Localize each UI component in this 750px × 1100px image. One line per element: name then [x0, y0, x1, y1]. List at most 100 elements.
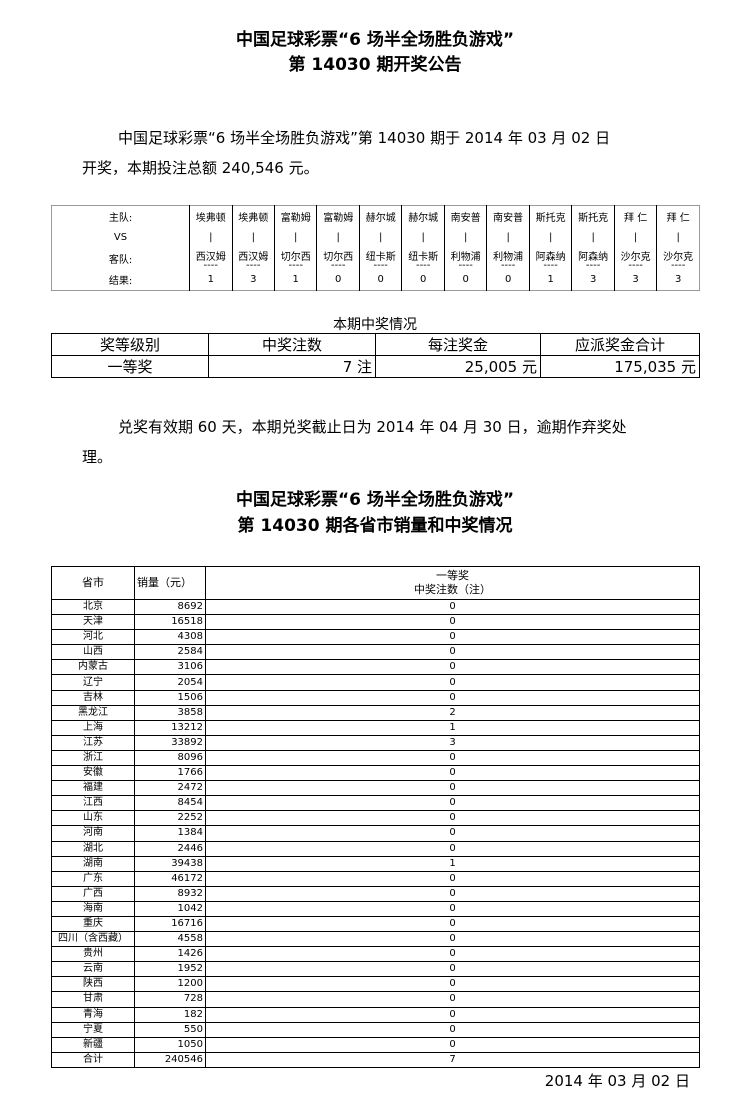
province-prize-count: 0: [205, 659, 700, 676]
province-prize-count: 0: [205, 991, 700, 1008]
province-sales: 728: [134, 991, 206, 1008]
province-prize-count: 3: [205, 734, 700, 751]
home-team: 拜 仁: [656, 205, 700, 227]
away-team: 利物浦 ----: [486, 248, 530, 271]
intro-line2: 开奖，本期投注总额 240,546 元。: [82, 159, 319, 177]
province-table: 省市 销量（元） 一等奖 中奖注数（注） 北京 8692 0 天津 16518 0 河北 430…: [51, 566, 700, 1068]
province-name: 云南: [51, 961, 135, 978]
vs-separator: |: [613, 227, 657, 248]
away-team: 西汉姆 ----: [231, 248, 275, 271]
away-team: 纽卡斯 ----: [401, 248, 445, 271]
away-team: 阿森纳 ----: [571, 248, 615, 271]
match-result: 0: [486, 269, 530, 291]
prize-header: 奖等级别: [51, 333, 209, 356]
dash: ----: [458, 260, 473, 271]
dash: ----: [670, 260, 686, 271]
dash: ----: [373, 260, 388, 271]
away-team-name: 利物浦: [493, 252, 524, 263]
province-sales: 2252: [134, 810, 206, 827]
province-name: 河南: [51, 825, 135, 842]
prize-header: 每注奖金: [375, 333, 541, 356]
province-sales: 16716: [134, 915, 206, 933]
match-result: 3: [571, 269, 615, 291]
province-prize-count: 7: [205, 1051, 700, 1068]
dash: ----: [246, 260, 261, 271]
match-result: 0: [316, 269, 360, 291]
away-team-name: 纽卡斯: [408, 252, 439, 263]
province-name: 山东: [51, 810, 135, 827]
province-row: 上海 13212 1: [51, 719, 700, 736]
home-team: 斯托克: [528, 205, 572, 227]
province-sales: 2054: [134, 674, 206, 691]
away-team-name: 沙尔克: [620, 252, 651, 263]
dash: ----: [628, 260, 643, 271]
province-sales: 1506: [134, 689, 206, 706]
province-prize-count: 0: [205, 885, 700, 902]
province-prize-count: 0: [205, 598, 700, 616]
province-sales: 39438: [134, 855, 206, 872]
province-sales: 33892: [134, 734, 206, 751]
province-row: 四川（含西藏） 4558 0: [51, 931, 700, 948]
province-sales: 2446: [134, 840, 206, 857]
vs-separator: |: [358, 227, 402, 248]
province-sales: 46172: [134, 870, 206, 887]
province-prize-count: 0: [205, 795, 700, 812]
province-row: 宁夏 550 0: [51, 1021, 700, 1038]
province-header-row: 省市 销量（元） 一等奖 中奖注数（注）: [51, 566, 700, 600]
province-row: 福建 2472 0: [51, 780, 700, 797]
match-label: 客队:: [108, 255, 133, 266]
match-row-result: 结果: 1 3 1 0 0 0 0 0 1 3 3 3: [52, 269, 700, 291]
province-name: 四川（含西藏）: [51, 931, 135, 948]
province-row: 浙江 8096 0: [51, 749, 700, 767]
notice-line1: 兑奖有效期 60 天，本期兑奖截止日为 2014 年 04 月 30 日，逾期作…: [118, 418, 627, 436]
province-sales: 1426: [134, 946, 206, 963]
match-result: 0: [401, 269, 445, 291]
province-sales: 16518: [134, 614, 206, 631]
prize-header-row: 奖等级别 中奖注数 每注奖金 应派奖金合计: [51, 333, 700, 356]
province-prize-count: 0: [205, 765, 700, 782]
province-row: 天津 16518 0: [51, 614, 700, 631]
match-result: 0: [358, 269, 402, 291]
header-sales: 销量（元）: [134, 566, 206, 600]
away-team: 沙尔克 ----: [656, 248, 700, 271]
province-prize-count: 0: [205, 629, 700, 646]
province-name: 河北: [51, 629, 135, 646]
away-team-name: 切尔西: [323, 252, 354, 263]
header-prize-count: 中奖注数（注）: [414, 583, 491, 596]
home-team: 赫尔城: [358, 205, 402, 227]
vs-separator: |: [189, 227, 233, 248]
match-result: 0: [443, 269, 487, 291]
dash: ----: [288, 260, 303, 271]
prize-title: 本期中奖情况: [333, 317, 417, 333]
footer-date: 2014 年 03 月 02 日: [544, 1072, 690, 1090]
province-sales: 8692: [134, 598, 206, 616]
match-result: 1: [189, 269, 233, 291]
prize-count: 7 注: [208, 355, 376, 378]
province-prize-count: 0: [205, 1036, 700, 1053]
province-name: 福建: [51, 780, 135, 797]
province-name: 吉林: [51, 689, 135, 706]
dash: ----: [415, 260, 431, 271]
vs-separator: |: [273, 227, 317, 248]
province-row: 河北 4308 0: [51, 629, 700, 646]
province-prize-count: 0: [205, 644, 700, 661]
province-name: 青海: [51, 1006, 135, 1023]
province-prize-count: 0: [205, 810, 700, 827]
province-prize-count: 0: [205, 1021, 700, 1038]
province-name: 山西: [51, 644, 135, 661]
province-prize-count: 1: [205, 719, 700, 736]
header-prize: 一等奖 中奖注数（注）: [205, 566, 700, 600]
province-row: 山东 2252 0: [51, 810, 700, 827]
away-team: 西汉姆 ----: [189, 248, 233, 271]
home-team: 赫尔城: [401, 205, 445, 227]
province-name: 宁夏: [51, 1021, 135, 1038]
province-name: 陕西: [51, 976, 135, 993]
dash: ----: [585, 260, 601, 271]
province-name: 甘肃: [51, 991, 135, 1008]
province-sales: 1042: [134, 900, 206, 917]
vs-separator: |: [528, 227, 572, 248]
province-prize-count: 0: [205, 961, 700, 978]
home-team: 埃弗顿: [189, 205, 233, 227]
away-team: 利物浦 ----: [443, 248, 487, 271]
